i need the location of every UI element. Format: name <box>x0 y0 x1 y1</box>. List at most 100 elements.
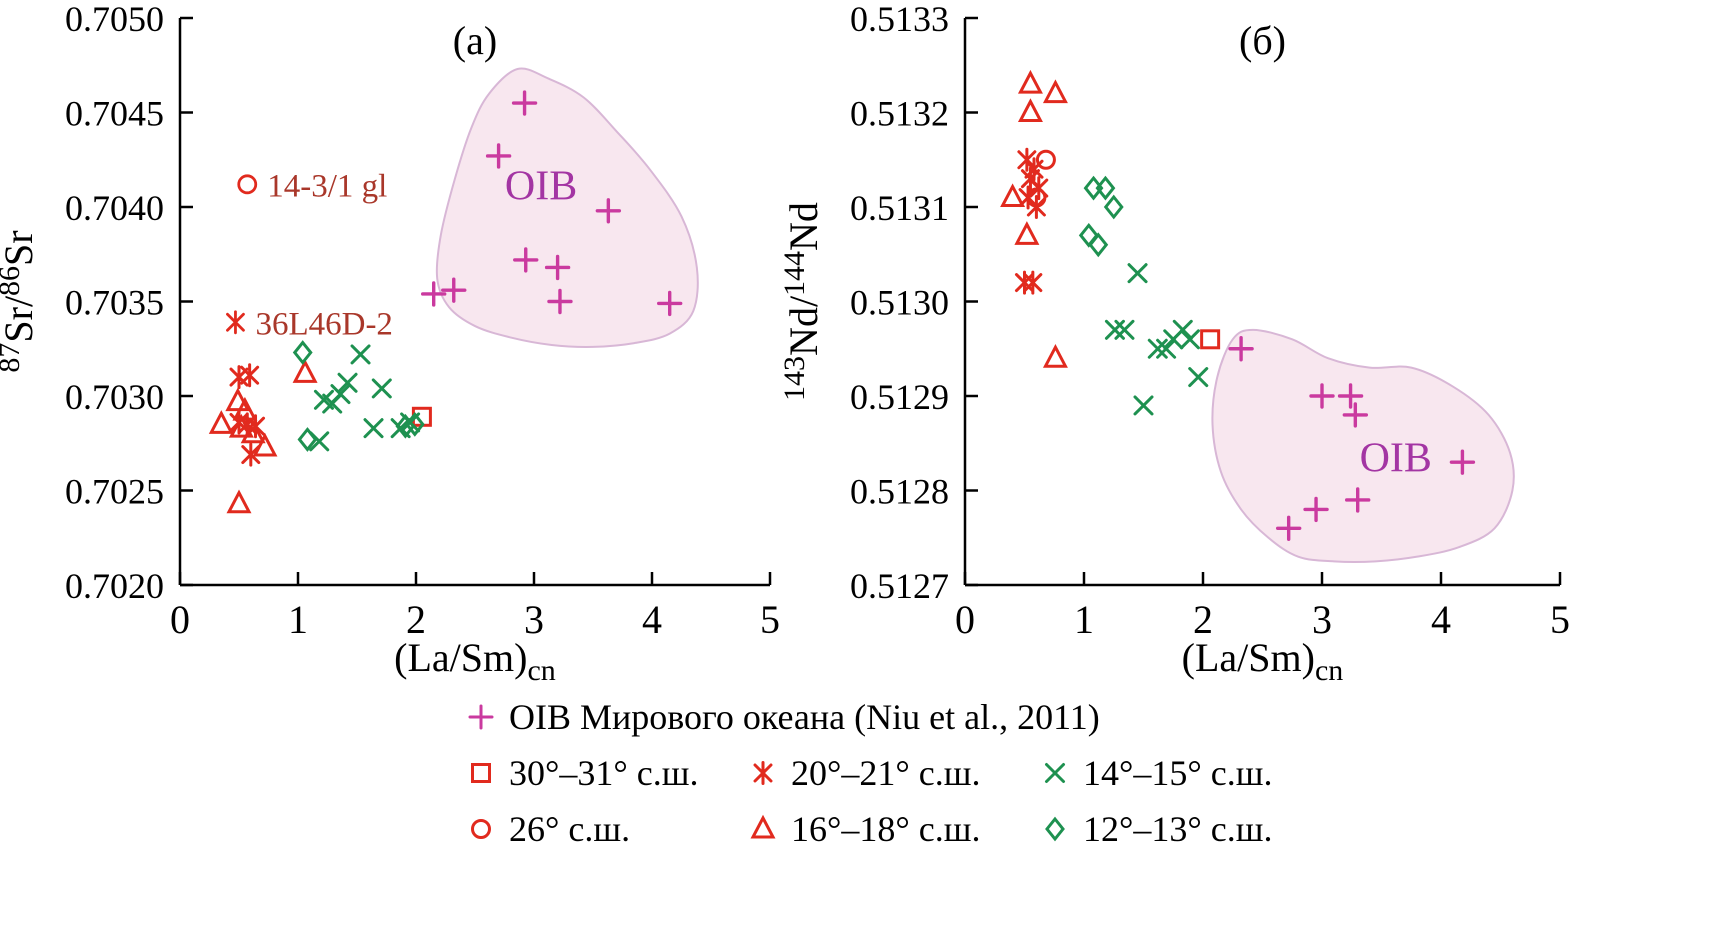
marker-diamond-icon <box>292 340 313 365</box>
marker-x-icon <box>371 378 392 399</box>
marker-asterisk-icon <box>226 310 245 335</box>
marker-x-icon <box>1188 367 1209 388</box>
series <box>421 90 683 317</box>
marker-square-icon <box>1200 329 1221 350</box>
marker-plus-icon <box>485 143 512 169</box>
panel-a: 0.7020 0.7025 0.7030 0.7035 0.7040 0.7045 0.70… <box>0 0 780 687</box>
marker-plus-icon <box>468 704 494 730</box>
x-tick-label: 0 <box>955 597 975 642</box>
marker-plus-icon <box>1449 449 1476 475</box>
marker-plus-icon <box>511 90 538 116</box>
legend-marker-asterisk-icon <box>753 761 773 785</box>
marker-triangle-icon <box>1042 343 1068 368</box>
legend-marker-x-icon <box>1045 763 1065 783</box>
y-tick-label: 0.7045 <box>65 94 164 134</box>
marker-triangle-icon <box>292 359 318 383</box>
marker-asterisk-icon <box>1017 147 1037 172</box>
legend-item: 12°–13° с.ш. <box>1038 808 1273 850</box>
marker-x-icon <box>363 418 384 439</box>
x-axis-label: (La/Sm)cn <box>394 635 556 687</box>
marker-plus-icon <box>657 290 683 317</box>
y-axis-label: 143Nd/144Nd <box>778 202 826 401</box>
marker-diamond-icon <box>297 427 318 452</box>
marker-x-icon <box>1114 319 1135 340</box>
marker-triangle-icon <box>1042 79 1068 104</box>
panel-title: (б) <box>1239 18 1286 63</box>
x-tick-label: 0 <box>170 597 190 642</box>
y-tick-label: 0.7030 <box>65 377 164 417</box>
marker-asterisk-icon <box>753 761 773 785</box>
y-tick-label: 0.5132 <box>850 94 949 134</box>
marker-circle-icon <box>237 174 258 195</box>
marker-triangle-icon <box>750 814 776 839</box>
series <box>1078 175 1124 258</box>
marker-plus-icon <box>1342 402 1369 428</box>
legend-item: 16°–18° с.ш. <box>746 808 1038 850</box>
marker-x-icon <box>337 372 358 393</box>
marker-triangle-icon <box>252 432 278 457</box>
marker-plus-icon <box>441 277 467 303</box>
marker-x-icon <box>1179 329 1200 350</box>
legend-item: OIB Мирового океана (Niu et al., 2011) <box>464 696 1273 738</box>
legend-item: 20°–21° с.ш. <box>746 752 1038 794</box>
x-tick-label: 2 <box>1193 597 1213 642</box>
series <box>292 340 425 452</box>
y-tick-label: 0.5127 <box>850 566 949 606</box>
annotation-label: 14-3/1 gl <box>267 168 387 204</box>
oib-label: OIB <box>1360 436 1432 482</box>
x-tick-label: 5 <box>760 597 780 642</box>
marker-plus-icon <box>1337 383 1364 409</box>
legend: OIB Мирового океана (Niu et al., 2011) 30… <box>464 696 1273 850</box>
legend-label: 30°–31° с.ш. <box>509 753 699 793</box>
series <box>1228 336 1476 541</box>
annotation-label: 36L46D-2 <box>255 306 392 342</box>
legend-label: 16°–18° с.ш. <box>791 809 981 849</box>
marker-diamond-icon <box>1095 175 1116 201</box>
marker-asterisk-icon <box>241 442 261 467</box>
series <box>1200 329 1221 350</box>
marker-triangle-icon <box>208 410 234 434</box>
marker-plus-icon <box>1303 496 1329 523</box>
marker-square-icon <box>471 763 491 783</box>
marker-plus-icon <box>595 198 622 224</box>
legend-marker-square-icon <box>471 763 491 783</box>
marker-triangle-icon <box>1017 69 1043 94</box>
x-tick-label: 4 <box>642 597 662 642</box>
marker-diamond-icon <box>395 413 416 439</box>
oib-region <box>435 67 699 348</box>
marker-triangle-icon <box>240 419 266 444</box>
legend-label: 14°–15° с.ш. <box>1083 753 1273 793</box>
marker-triangle-icon <box>226 489 252 514</box>
marker-x-icon <box>1163 329 1184 350</box>
marker-diamond-icon <box>1045 816 1065 842</box>
x-tick-label: 3 <box>524 597 544 642</box>
marker-triangle-icon <box>232 396 258 421</box>
y-tick-label: 0.5128 <box>850 472 949 512</box>
marker-circle-icon <box>1035 149 1056 170</box>
series <box>208 359 318 514</box>
series <box>1104 263 1209 416</box>
marker-plus-icon <box>544 254 571 281</box>
y-tick-label: 0.7035 <box>65 283 164 323</box>
y-tick-label: 0.5130 <box>850 283 949 323</box>
marker-circle-icon <box>471 819 491 839</box>
x-tick-label: 2 <box>406 597 426 642</box>
marker-x-icon <box>330 384 351 405</box>
marker-triangle-icon <box>225 387 251 412</box>
y-tick-label: 0.5129 <box>850 377 949 417</box>
y-axis-label: 87Sr/86Sr <box>0 230 41 372</box>
x-tick-label: 1 <box>1074 597 1094 642</box>
legend-label: 20°–21° с.ш. <box>791 753 981 793</box>
marker-x-icon <box>1156 338 1177 359</box>
marker-diamond-icon <box>404 411 425 437</box>
legend-label: 12°–13° с.ш. <box>1083 809 1273 849</box>
marker-diamond-icon <box>1088 232 1109 258</box>
x-tick-label: 1 <box>288 597 308 642</box>
marker-triangle-icon <box>1017 98 1043 122</box>
y-tick-label: 0.7025 <box>65 472 164 512</box>
y-tick-label: 0.7050 <box>65 0 164 39</box>
marker-asterisk-icon <box>240 363 260 388</box>
marker-triangle-icon <box>1014 221 1040 245</box>
marker-plus-icon <box>1275 515 1302 541</box>
